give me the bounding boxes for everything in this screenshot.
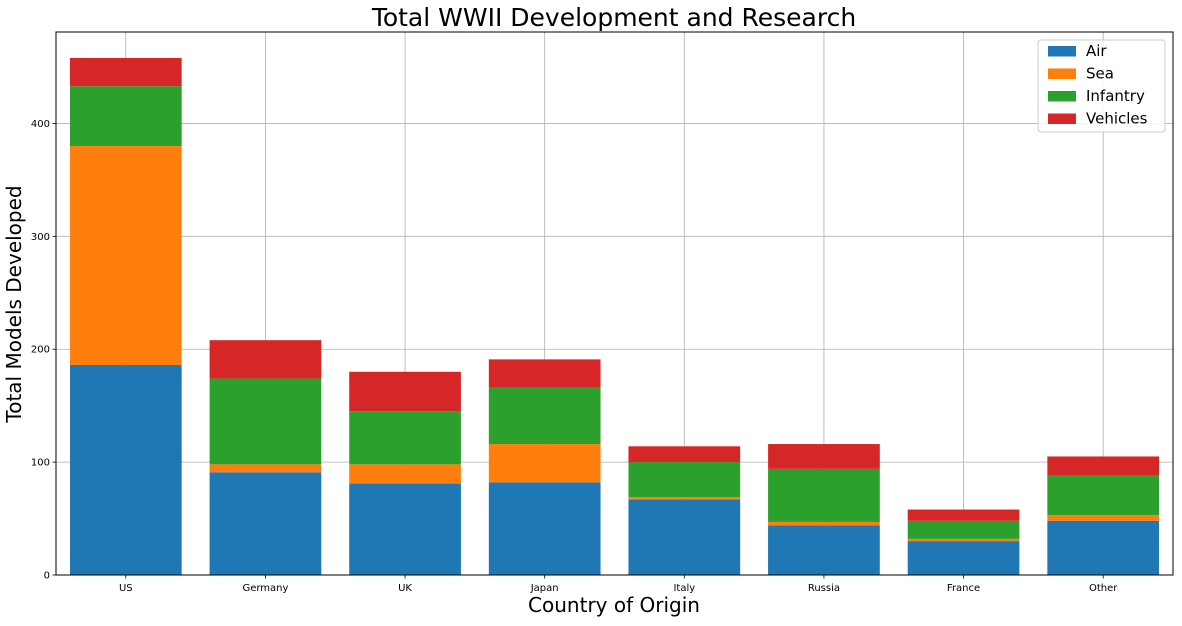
bar-us-vehicles [69,57,182,87]
bar-italy-air [628,499,741,575]
bar-japan-sea [488,444,601,483]
bar-uk-vehicles [349,371,461,412]
bar-us-sea [69,146,182,366]
legend-swatch-infantry [1048,91,1076,102]
x-axis-ticks: US Germany UK Japan Italy Russia France Other [119,575,1118,594]
legend-box [1037,39,1166,133]
x-tick-label: France [947,583,980,594]
legend-label-vehicles: Vehicles [1086,110,1148,128]
legend-label-sea: Sea [1086,65,1114,83]
legend-swatch-vehicles [1048,113,1076,124]
bar-uk-infantry [349,411,461,465]
bar-us-air [69,365,182,575]
y-tick-label: 400 [31,119,50,130]
bar-uk-sea [349,464,461,484]
x-tick-label: Japan [530,583,559,594]
legend: Air Sea Infantry Vehicles [1037,39,1166,133]
bar-russia-sea [768,521,880,526]
y-axis-label: Total Models Developed [2,185,26,423]
bar-japan-air [488,482,601,575]
bar-russia-air [768,525,880,575]
bar-germany-sea [209,464,322,473]
bar-italy-sea [628,497,741,500]
y-tick-label: 100 [31,458,50,469]
bar-germany-infantry [209,378,322,465]
bar-france-vehicles [907,509,1020,521]
y-tick-label: 200 [31,345,50,356]
legend-swatch-sea [1048,68,1076,79]
x-tick-label: Italy [673,583,695,594]
x-tick-label: Other [1089,583,1118,594]
bar-japan-infantry [488,387,601,445]
bar-japan-vehicles [488,359,601,388]
chart-title: Total WWII Development and Research [371,3,856,32]
bar-russia-vehicles [768,444,880,469]
x-tick-label: US [119,583,133,594]
plot-frame [55,31,1174,576]
bar-italy-vehicles [628,446,741,463]
x-tick-label: Russia [808,583,840,594]
bar-france-sea [907,538,1020,542]
y-tick-label: 0 [44,571,50,582]
bar-germany-air [209,472,322,575]
legend-label-infantry: Infantry [1086,87,1145,105]
bar-other-sea [1047,515,1160,521]
bar-other-air [1047,520,1160,575]
bar-other-vehicles [1047,456,1160,476]
bars-group [69,57,1160,575]
bar-france-infantry [907,520,1020,539]
bar-russia-infantry [768,468,880,522]
bar-france-air [907,541,1020,575]
bar-uk-air [349,483,461,575]
legend-label-air: Air [1086,42,1107,60]
legend-swatch-air [1048,46,1076,57]
bar-italy-infantry [628,462,741,498]
bar-germany-vehicles [209,340,322,379]
x-tick-label: UK [398,583,412,594]
y-axis-ticks: 0 100 200 300 400 [31,119,56,582]
bar-us-infantry [69,86,182,147]
x-axis-label: Country of Origin [528,593,700,617]
bar-other-infantry [1047,475,1160,516]
x-tick-label: Germany [242,583,288,594]
y-tick-label: 300 [31,232,50,243]
